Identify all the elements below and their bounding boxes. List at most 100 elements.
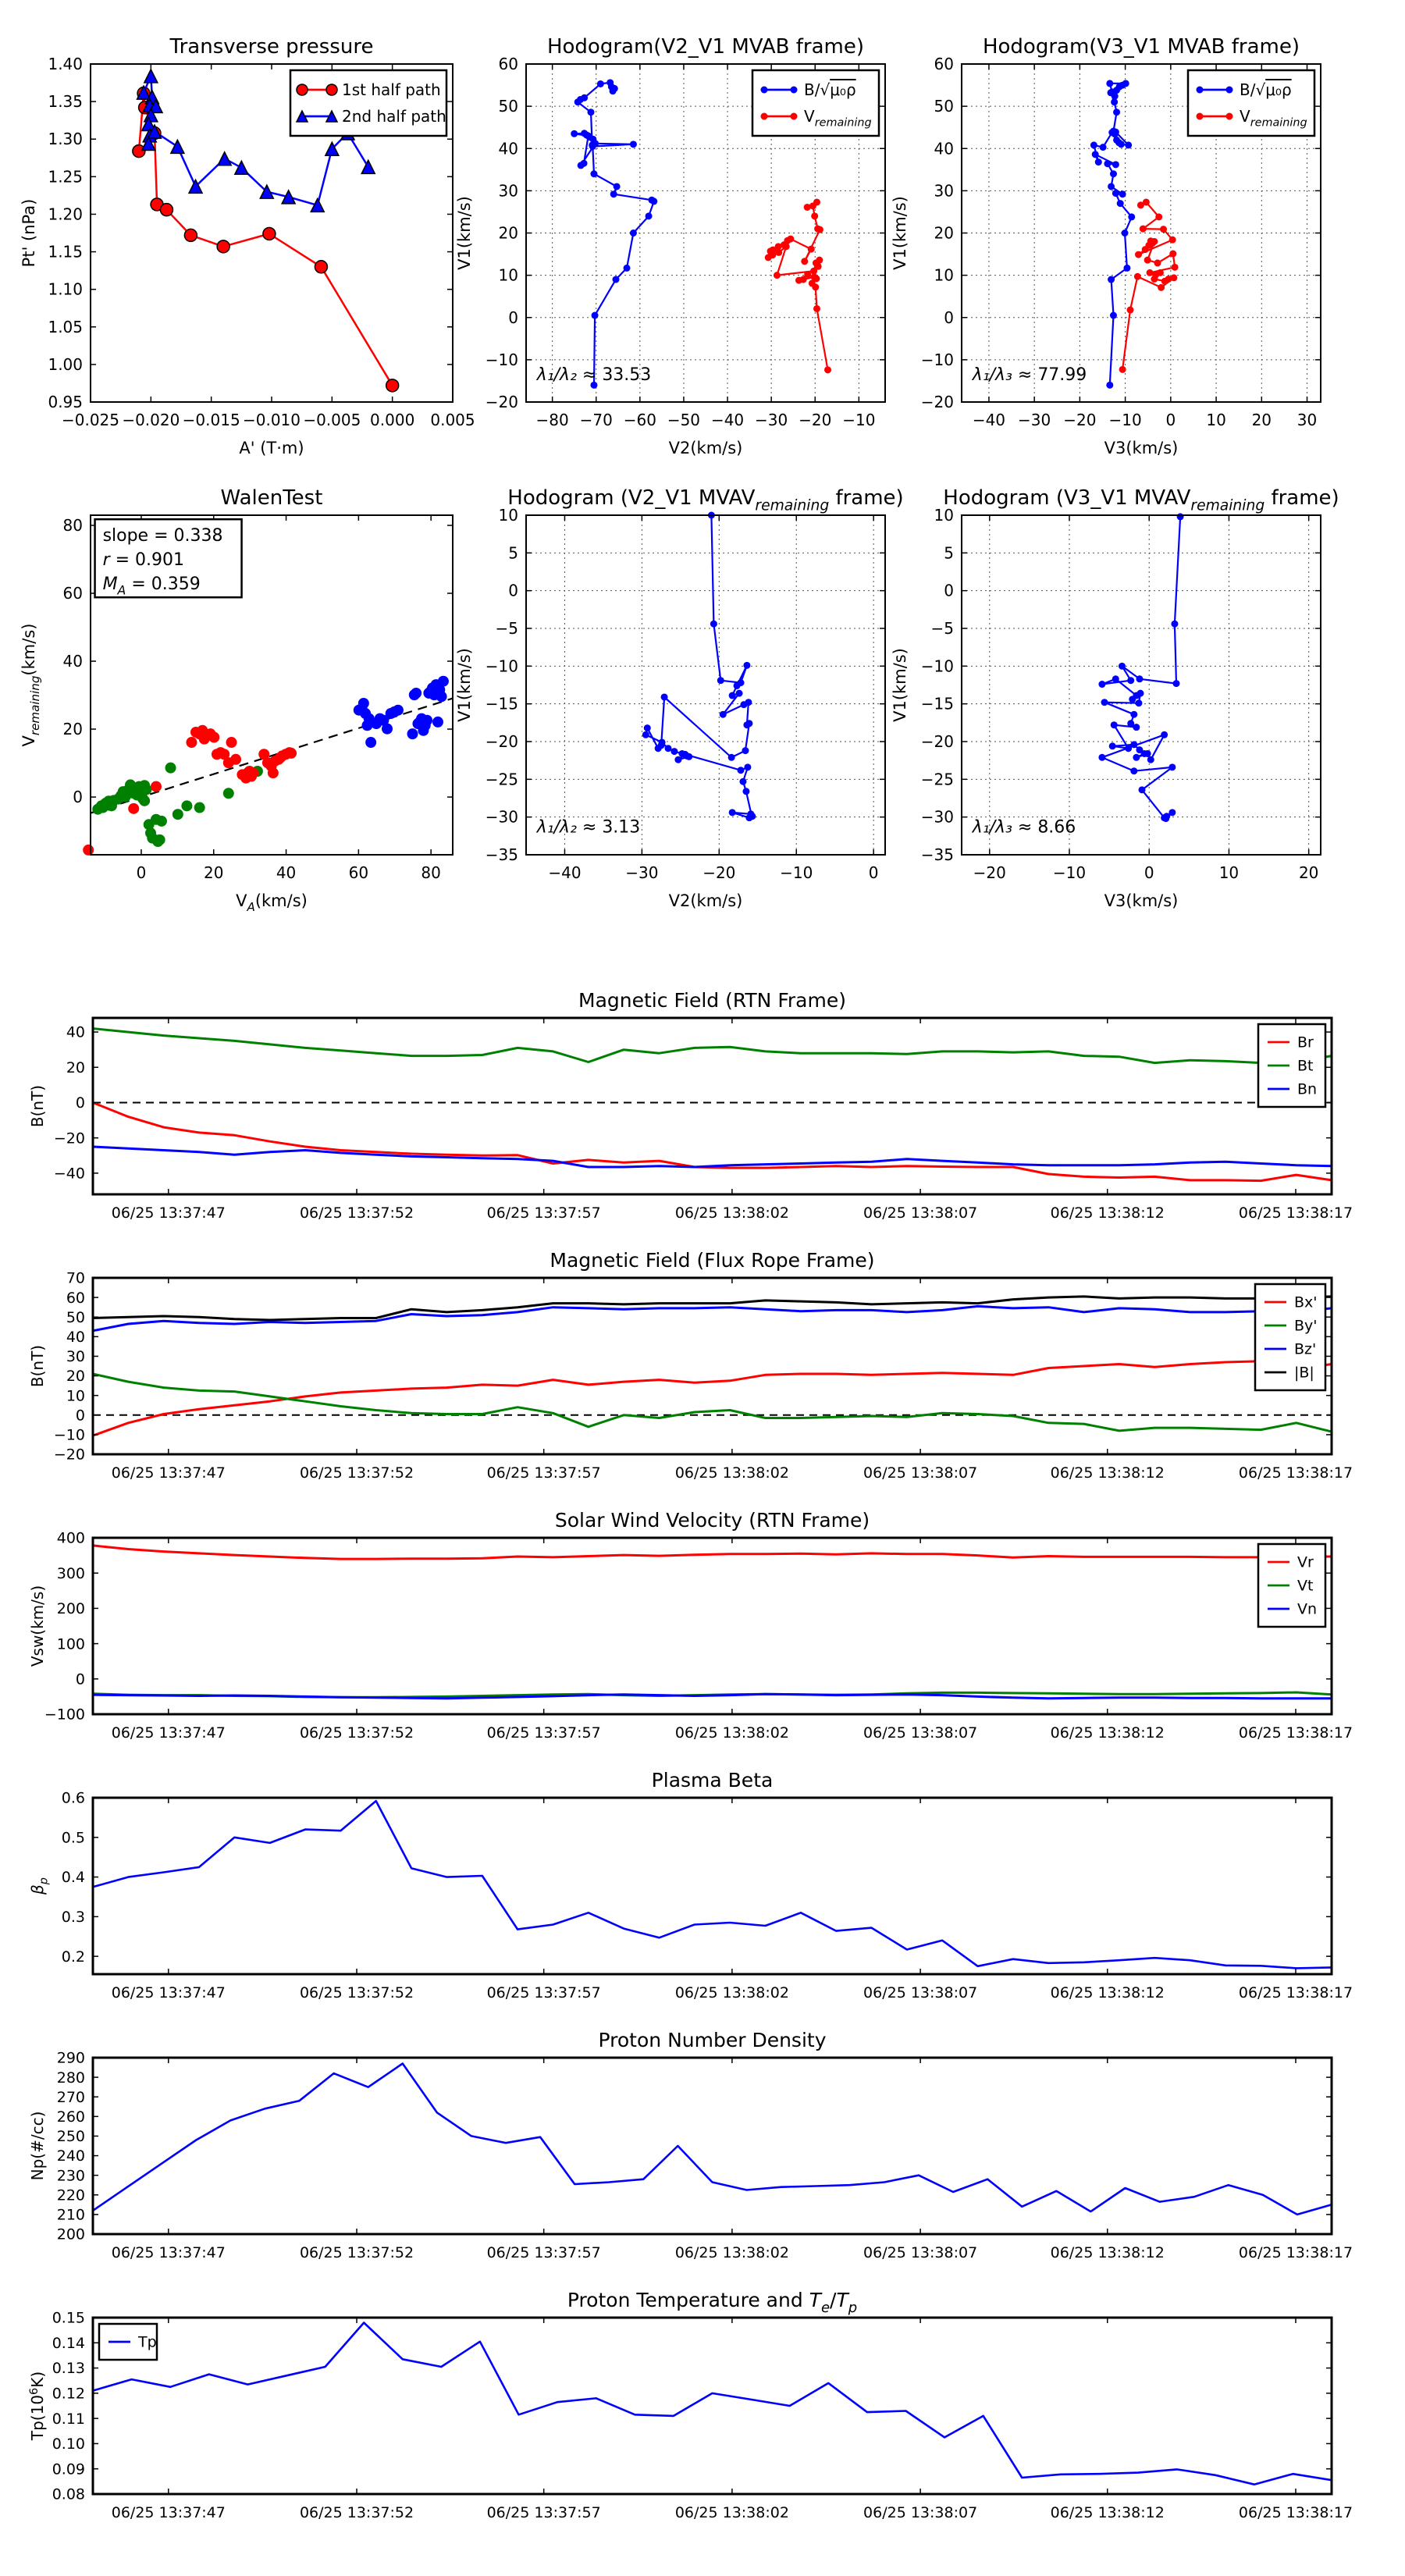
- x-tick-label: 06/25 13:38:17: [1239, 2244, 1353, 2261]
- y-tick-label: −10: [54, 1427, 85, 1444]
- x-tick-label: −50: [667, 411, 700, 429]
- y-tick-label: 40: [934, 139, 954, 158]
- x-tick-label: 10: [1206, 411, 1225, 429]
- y-axis-label: V1(km/s): [455, 196, 474, 270]
- x-tick-label: −0.020: [122, 411, 180, 429]
- y-axis-label: B(nT): [28, 1345, 47, 1387]
- y-tick-label: 60: [63, 584, 83, 603]
- y-tick-label: −20: [486, 732, 518, 751]
- y-tick-label: 0: [508, 308, 518, 327]
- legend-label: B/√μ₀ρ: [804, 80, 856, 99]
- solar-wind-velocity-chart-legend: Vr Vt Vn: [1257, 1542, 1327, 1628]
- legend-label: By': [1294, 1318, 1318, 1335]
- hodogram-v3v1-mvav-chart: −20 −10 0 10 20−35−30−25−20−15−10−50510Hodog…: [891, 486, 1339, 910]
- annotation-text: λ₁/λ₂ ≈ 3.13: [536, 818, 641, 838]
- x-tick-label: 0: [137, 863, 147, 882]
- legend-label: Vt: [1297, 1578, 1313, 1595]
- y-tick-label: 400: [57, 1530, 85, 1547]
- x-tick-label: 06/25 13:38:12: [1051, 1464, 1165, 1482]
- y-tick-label: 1.00: [48, 355, 83, 374]
- legend-label: Br: [1297, 1034, 1314, 1051]
- x-axis-label: V2(km/s): [669, 439, 743, 457]
- x-tick-label: 06/25 13:38:07: [863, 2504, 977, 2521]
- x-tick-label: 06/25 13:38:12: [1051, 1204, 1165, 1222]
- y-tick-label: 290: [57, 2050, 85, 2067]
- x-axis-label: V2(km/s): [669, 891, 743, 910]
- y-tick-label: −25: [486, 770, 518, 788]
- y-tick-label: 230: [57, 2167, 85, 2184]
- x-tick-label: 06/25 13:37:52: [300, 1984, 414, 2001]
- y-tick-label: 1.05: [48, 318, 83, 336]
- y-tick-label: −35: [921, 845, 954, 864]
- y-axis-label: Pt' (nPa): [20, 199, 38, 268]
- y-axis-label: V1(km/s): [455, 648, 474, 722]
- annotation-text: r = 0.901: [103, 550, 184, 570]
- y-tick-label: −20: [921, 393, 954, 411]
- y-axis-label: βp: [28, 1877, 51, 1895]
- transverse-pressure-chart-legend: 1st half path 2nd half path: [289, 69, 448, 137]
- y-tick-label: 0: [944, 308, 954, 327]
- proton-temperature-chart: 06/25 13:37:47 06/25 13:37:52 06/25 13:37:…: [28, 2289, 1353, 2521]
- y-tick-label: −100: [44, 1706, 85, 1724]
- y-tick-label: 0: [944, 582, 954, 600]
- chart-title: Hodogram(V2_V1 MVAB frame): [547, 35, 864, 59]
- x-tick-label: 0: [869, 863, 879, 882]
- y-tick-label: 10: [66, 1387, 85, 1404]
- y-tick-label: −10: [921, 350, 954, 369]
- x-tick-label: 06/25 13:37:47: [112, 1464, 226, 1482]
- y-tick-label: 0.2: [62, 1948, 85, 1966]
- magnetic-field-flux-rope-chart: 06/25 13:37:47 06/25 13:37:52 06/25 13:37:…: [28, 1249, 1353, 1482]
- y-tick-label: 5: [944, 543, 954, 562]
- x-tick-label: 40: [276, 863, 296, 882]
- x-tick-label: 06/25 13:37:47: [112, 1984, 226, 2001]
- y-tick-label: 300: [57, 1565, 85, 1582]
- x-axis-label: V3(km/s): [1104, 891, 1179, 910]
- x-tick-label: −30: [755, 411, 788, 429]
- y-tick-label: 40: [66, 1024, 85, 1041]
- x-tick-label: 06/25 13:38:02: [675, 2504, 789, 2521]
- y-tick-label: 1.30: [48, 130, 83, 148]
- x-tick-label: −0.005: [303, 411, 361, 429]
- x-tick-label: 60: [349, 863, 368, 882]
- annotation-text: MA = 0.359: [103, 575, 201, 597]
- hodogram-v2v1-mvab-chart: −80 −70 −60 −50 −40 −30 −20 −10 −20 −10 0 10 20 30 40 5…: [455, 35, 886, 457]
- x-tick-label: 06/25 13:37:52: [300, 2504, 414, 2521]
- x-tick-label: 06/25 13:38:12: [1051, 1724, 1165, 1742]
- y-tick-label: 70: [66, 1270, 85, 1287]
- y-tick-label: 1.40: [48, 55, 83, 73]
- y-tick-label: 0.13: [52, 2360, 85, 2377]
- y-tick-label: 280: [57, 2069, 85, 2087]
- y-axis-label: Tp(106K): [28, 2371, 47, 2441]
- x-tick-label: −0.010: [243, 411, 301, 429]
- annotation-text: λ₁/λ₃ ≈ 8.66: [972, 818, 1076, 838]
- y-tick-label: 0.08: [52, 2486, 85, 2503]
- y-tick-label: −15: [486, 695, 518, 713]
- y-tick-label: 220: [57, 2186, 85, 2204]
- x-tick-label: −10: [842, 411, 875, 429]
- x-tick-label: −40: [548, 863, 581, 882]
- x-tick-label: 06/25 13:38:07: [863, 1724, 977, 1742]
- x-tick-label: 0: [1144, 863, 1154, 882]
- x-tick-label: 06/25 13:37:47: [112, 2504, 226, 2521]
- legend-label: Bz': [1294, 1341, 1316, 1358]
- y-tick-label: −15: [921, 695, 954, 713]
- x-tick-label: 06/25 13:37:57: [487, 2244, 601, 2261]
- y-tick-label: 260: [57, 2108, 85, 2126]
- x-tick-label: −10: [1109, 411, 1142, 429]
- x-tick-label: 06/25 13:37:57: [487, 1204, 601, 1222]
- annotation-text: λ₁/λ₃ ≈ 77.99: [972, 365, 1087, 385]
- x-tick-label: 06/25 13:37:47: [112, 1204, 226, 1222]
- x-tick-label: 06/25 13:38:02: [675, 1984, 789, 2001]
- x-tick-label: 06/25 13:37:57: [487, 2504, 601, 2521]
- y-tick-label: 10: [499, 266, 518, 285]
- chart-title: Plasma Beta: [652, 1769, 774, 1791]
- x-tick-label: −40: [711, 411, 744, 429]
- legend-label: Vr: [1297, 1554, 1314, 1571]
- x-axis-label: VA(km/s): [236, 891, 308, 914]
- hodogram-v3v1-mvab-chart: −40 −30 −20 −10 0 10 20 30 −20 −10 0 10 20 30 40 50 60 Ho…: [891, 35, 1321, 457]
- y-tick-label: 1.15: [48, 243, 83, 262]
- legend-label: |B|: [1294, 1364, 1314, 1382]
- x-tick-label: 06/25 13:38:02: [675, 1204, 789, 1222]
- x-tick-label: 80: [421, 863, 440, 882]
